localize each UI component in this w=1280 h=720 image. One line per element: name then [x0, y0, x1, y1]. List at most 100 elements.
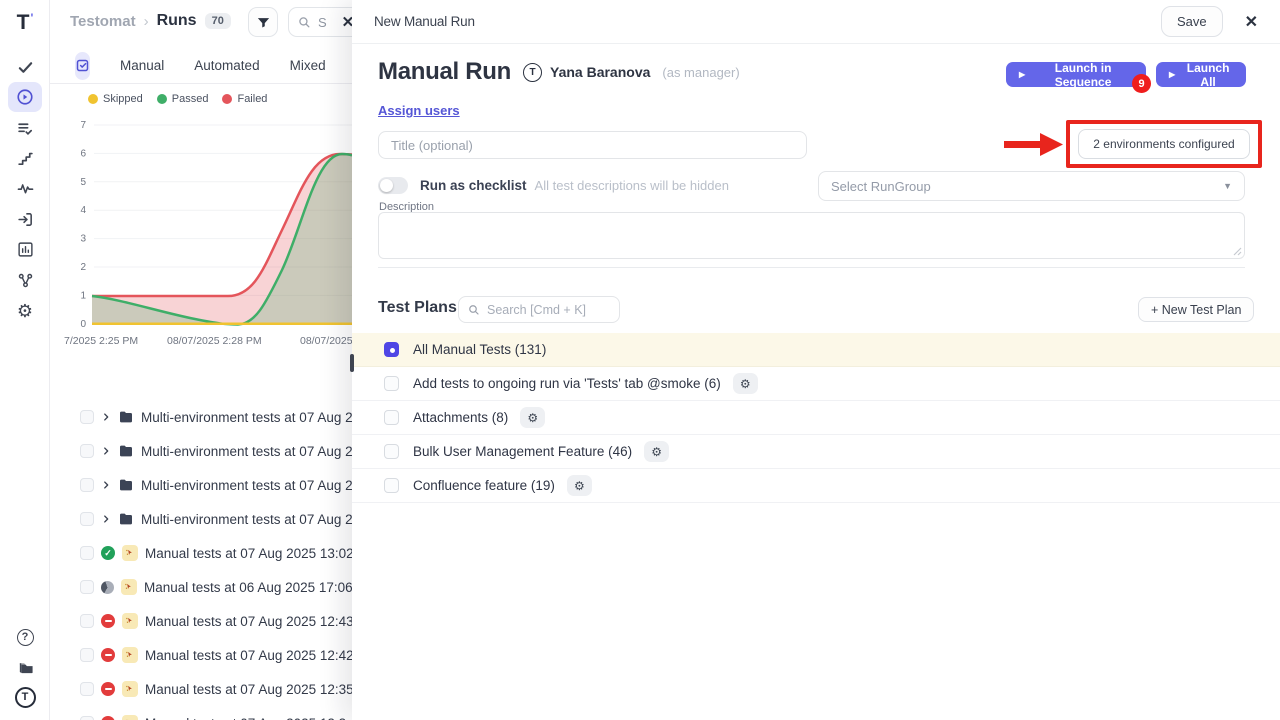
plan-settings-gear-icon[interactable]: ⚙: [644, 441, 670, 462]
settings-gear-icon[interactable]: ⚙: [16, 301, 34, 321]
test-plan-row[interactable]: Add tests to ongoing run via 'Tests' tab…: [352, 367, 1280, 401]
rungroup-select[interactable]: Select RunGroup ▼: [818, 171, 1245, 201]
annotation-highlight-box: [1066, 120, 1262, 168]
status-failed-icon: [101, 648, 115, 662]
run-row[interactable]: Manual tests at 07 Aug 2025 13:02 from: [50, 536, 352, 570]
search-clear-icon[interactable]: ✕: [341, 14, 355, 31]
row-checkbox[interactable]: [80, 478, 94, 492]
test-plans-search-input[interactable]: Search [Cmd + K]: [458, 296, 620, 323]
chevron-right-icon[interactable]: [101, 514, 111, 524]
svg-text:5: 5: [80, 177, 86, 188]
plan-settings-gear-icon[interactable]: ⚙: [566, 475, 592, 496]
chevron-down-icon: ▼: [1223, 181, 1232, 191]
steps-icon[interactable]: [8, 143, 42, 173]
annotation-arrow-icon: [1004, 133, 1063, 156]
assign-users-link[interactable]: Assign users: [378, 103, 460, 118]
tab-manual[interactable]: Manual: [120, 58, 165, 73]
svg-text:6: 6: [80, 148, 86, 159]
failed-line: [92, 152, 352, 298]
runs-count-badge: 70: [204, 13, 231, 29]
test-plan-row[interactable]: Bulk User Management Feature (46) ⚙: [352, 435, 1280, 469]
run-row-folder[interactable]: Multi-environment tests at 07 Aug 2025: [50, 400, 352, 434]
save-button[interactable]: Save: [1160, 6, 1223, 37]
plan-checkbox[interactable]: [384, 444, 399, 459]
tab-automated[interactable]: Automated: [194, 58, 260, 73]
description-textarea[interactable]: [378, 212, 1245, 259]
funnel-icon: [257, 17, 269, 27]
row-checkbox[interactable]: [80, 444, 94, 458]
description-field-wrap: [378, 212, 1245, 259]
launch-in-sequence-button[interactable]: ▶ Launch in Sequence: [1006, 61, 1146, 89]
chevron-right-icon[interactable]: [101, 480, 111, 490]
help-icon[interactable]: ?: [8, 622, 42, 652]
testomat-logo-icon[interactable]: T ': [16, 11, 34, 34]
folder-icon: [118, 511, 134, 527]
run-row-folder[interactable]: Multi-environment tests at 07 Aug 2025: [50, 434, 352, 468]
search-icon: [469, 304, 479, 315]
scrollbar-thumb[interactable]: [350, 354, 354, 372]
run-title-input[interactable]: [378, 131, 807, 159]
close-icon[interactable]: ✕: [1244, 13, 1258, 31]
runs-play-icon[interactable]: [8, 82, 42, 112]
tests-check-icon[interactable]: [8, 52, 42, 82]
analytics-icon[interactable]: [8, 234, 42, 264]
row-checkbox[interactable]: [80, 716, 94, 720]
breadcrumb-page[interactable]: Runs: [156, 12, 197, 29]
resize-handle[interactable]: [1233, 247, 1242, 256]
breadcrumb-app[interactable]: Testomat: [70, 12, 136, 30]
plan-settings-gear-icon[interactable]: ⚙: [732, 373, 758, 394]
branches-icon[interactable]: [8, 265, 42, 295]
docs-library-icon[interactable]: [8, 652, 42, 682]
manual-run-icon: [122, 613, 138, 629]
run-row-folder[interactable]: Multi-environment tests at 07 Aug 2025: [50, 502, 352, 536]
x-tick-3: 08/07/2025 2: [300, 335, 362, 347]
row-checkbox[interactable]: [80, 648, 94, 662]
x-tick-1: 7/2025 2:25 PM: [64, 335, 139, 347]
row-checkbox[interactable]: [80, 546, 94, 560]
run-row-folder[interactable]: Multi-environment tests at 07 Aug 2025: [50, 468, 352, 502]
launch-all-button[interactable]: ▶ Launch All: [1156, 61, 1246, 89]
manager-role: (as manager): [662, 64, 740, 80]
manual-run-icon: [122, 647, 138, 663]
run-row[interactable]: Manual tests at 07 Aug 2025 12:35 from: [50, 672, 352, 706]
legend-failed[interactable]: Failed: [222, 93, 267, 105]
folder-icon: [118, 443, 134, 459]
import-icon[interactable]: [8, 204, 42, 234]
tab-mixed[interactable]: Mixed: [289, 58, 326, 73]
checklist-view-icon[interactable]: [75, 51, 90, 80]
plan-checkbox[interactable]: [384, 376, 399, 391]
plan-checkbox[interactable]: [384, 478, 399, 493]
plan-settings-gear-icon[interactable]: ⚙: [520, 407, 546, 428]
manual-run-icon: [121, 579, 137, 595]
new-test-plan-button[interactable]: + New Test Plan: [1138, 297, 1255, 322]
row-checkbox[interactable]: [80, 580, 94, 594]
test-plan-row[interactable]: Attachments (8) ⚙: [352, 401, 1280, 435]
chevron-right-icon[interactable]: [101, 412, 111, 422]
folder-icon: [118, 409, 134, 425]
test-plans-list-icon[interactable]: [8, 113, 42, 143]
run-row[interactable]: Manual tests at 07 Aug 2025 12:43 from: [50, 604, 352, 638]
run-as-checklist-toggle[interactable]: [378, 177, 408, 194]
run-row[interactable]: Manual tests at 07 Aug 2025 12:42 from: [50, 638, 352, 672]
manager-avatar[interactable]: T: [523, 62, 542, 82]
row-checkbox[interactable]: [80, 614, 94, 628]
row-checkbox[interactable]: [80, 512, 94, 526]
svg-text:2: 2: [80, 262, 86, 273]
run-row[interactable]: Manual tests at 07 Aug 2025 12:3: [50, 706, 352, 720]
environments-configured-button[interactable]: 2 environments configured: [1078, 129, 1250, 159]
legend-passed[interactable]: Passed: [156, 93, 208, 105]
manual-run-icon: [122, 715, 138, 720]
run-row[interactable]: Manual tests at 06 Aug 2025 17:06 13: [50, 570, 352, 604]
pulse-activity-icon[interactable]: [8, 173, 42, 203]
row-checkbox[interactable]: [80, 410, 94, 424]
row-checkbox[interactable]: [80, 682, 94, 696]
plan-checkbox-checked[interactable]: [384, 342, 399, 357]
test-plan-row-all-manual[interactable]: All Manual Tests (131): [352, 333, 1280, 367]
legend-skipped[interactable]: Skipped: [88, 93, 143, 105]
run-heading: Manual Run T Yana Baranova (as manager): [378, 58, 740, 86]
profile-avatar[interactable]: T: [8, 682, 42, 712]
plan-checkbox[interactable]: [384, 410, 399, 425]
filter-button[interactable]: [248, 7, 278, 37]
chevron-right-icon[interactable]: [101, 446, 111, 456]
test-plan-row[interactable]: Confluence feature (19) ⚙: [352, 469, 1280, 503]
